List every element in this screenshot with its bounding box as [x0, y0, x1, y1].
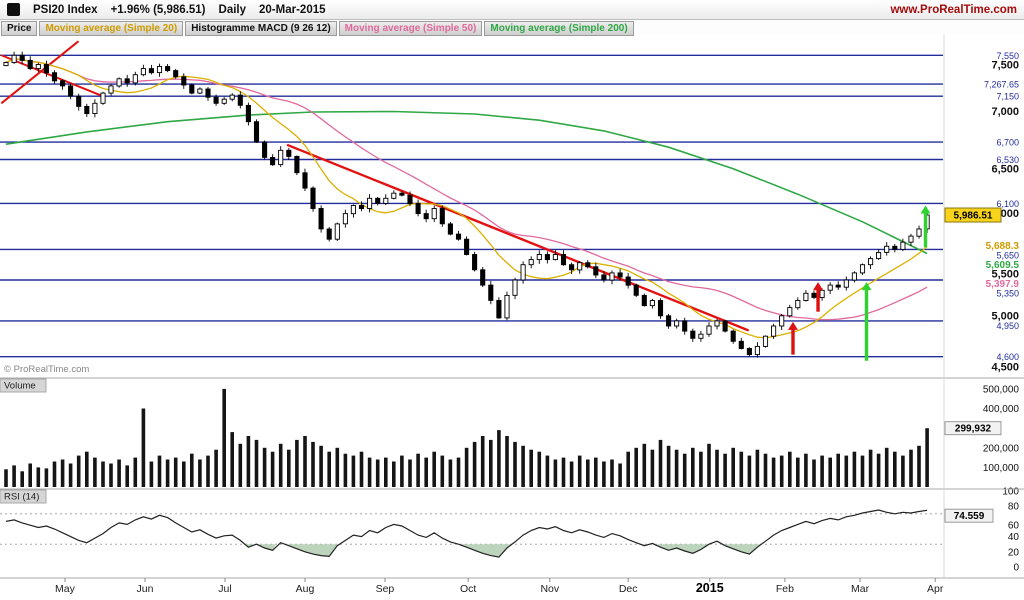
svg-text:2015: 2015 — [696, 581, 724, 595]
ma50-line — [5, 58, 928, 321]
svg-text:5,350: 5,350 — [996, 288, 1019, 298]
svg-text:6,500: 6,500 — [991, 163, 1019, 175]
svg-text:Aug: Aug — [296, 583, 315, 595]
legend-chip-ma200[interactable]: Moving average (Simple 200) — [484, 21, 634, 36]
svg-text:299,932: 299,932 — [955, 424, 992, 435]
svg-text:Dec: Dec — [619, 583, 638, 595]
last-price-tag: 5,986.51 — [944, 207, 1002, 223]
indicator-legend: Price Moving average (Simple 20) Histogr… — [0, 20, 1024, 36]
svg-text:5,650: 5,650 — [996, 250, 1019, 260]
volume-bars — [4, 388, 929, 487]
svg-text:Jun: Jun — [137, 583, 154, 595]
session-date: 20-Mar-2015 — [259, 3, 326, 16]
svg-text:6,700: 6,700 — [996, 138, 1019, 148]
site-link: www.ProRealTime.com — [890, 3, 1017, 16]
legend-chip-ma20[interactable]: Moving average (Simple 20) — [39, 21, 184, 36]
svg-text:4,600: 4,600 — [996, 352, 1019, 362]
svg-text:5,609.5: 5,609.5 — [986, 260, 1020, 271]
svg-text:400,000: 400,000 — [983, 404, 1020, 415]
rsi-line — [5, 509, 928, 558]
trendlines — [0, 40, 749, 332]
svg-text:Mar: Mar — [851, 583, 870, 595]
svg-text:200,000: 200,000 — [983, 443, 1020, 454]
svg-text:7,500: 7,500 — [991, 59, 1019, 71]
svg-text:Volume: Volume — [4, 381, 36, 392]
svg-text:40: 40 — [1008, 532, 1020, 543]
ma200-line — [5, 110, 928, 255]
svg-text:Nov: Nov — [540, 583, 559, 595]
support-resistance-lines — [0, 54, 943, 358]
candles — [3, 51, 930, 358]
svg-text:4,500: 4,500 — [991, 361, 1019, 373]
svg-text:6,100: 6,100 — [996, 199, 1019, 209]
svg-text:5,986.51: 5,986.51 — [954, 211, 993, 222]
rsi-panel-label[interactable]: RSI (14) — [0, 489, 47, 504]
svg-text:7,550: 7,550 — [996, 51, 1019, 61]
svg-text:Sep: Sep — [376, 583, 395, 595]
svg-text:7,000: 7,000 — [991, 106, 1019, 118]
volume-axis: 500,000 400,000 200,000 100,000 299,932 — [944, 384, 1020, 474]
title-bar: PSI20 Index +1.96% (5,986.51) Daily 20-M… — [0, 0, 1024, 20]
svg-text:7,150: 7,150 — [996, 92, 1019, 102]
timeframe-label: Daily — [218, 3, 247, 16]
svg-text:0: 0 — [1013, 563, 1019, 574]
svg-text:Apr: Apr — [927, 583, 944, 595]
svg-text:Jul: Jul — [218, 583, 231, 595]
x-axis-labels: May Jun Jul Aug Sep Oct Nov Dec 2015 Feb Mar Apr — [55, 578, 944, 595]
price-axis: 7,5507,5007,267.657,1507,0006,7006,5306,… — [984, 51, 1019, 374]
svg-text:4,950: 4,950 — [996, 321, 1019, 331]
legend-chip-price[interactable]: Price — [1, 21, 38, 36]
svg-text:Feb: Feb — [776, 583, 794, 595]
panel-dividers — [0, 35, 1024, 579]
svg-text:5,688.3: 5,688.3 — [986, 241, 1020, 252]
svg-text:100,000: 100,000 — [983, 463, 1020, 474]
svg-text:May: May — [55, 583, 76, 595]
svg-text:80: 80 — [1008, 502, 1020, 513]
rsi-guides — [0, 513, 943, 545]
svg-text:Oct: Oct — [460, 583, 476, 595]
svg-text:100: 100 — [1002, 487, 1019, 498]
svg-text:© ProRealTime.com: © ProRealTime.com — [4, 364, 89, 375]
svg-text:74.559: 74.559 — [954, 511, 985, 522]
copyright: © ProRealTime.com — [4, 364, 89, 375]
svg-text:500,000: 500,000 — [983, 384, 1020, 395]
app-icon — [7, 3, 20, 16]
annotation-arrows — [787, 205, 931, 361]
legend-chip-ma50[interactable]: Moving average (Simple 50) — [338, 21, 483, 36]
svg-text:5,000: 5,000 — [991, 310, 1019, 322]
svg-text:RSI (14): RSI (14) — [4, 492, 39, 503]
price-change: +1.96% (5,986.51) — [110, 3, 206, 16]
svg-text:6,530: 6,530 — [996, 155, 1019, 165]
svg-text:7,267.65: 7,267.65 — [984, 80, 1019, 90]
symbol-name: PSI20 Index — [33, 3, 98, 16]
volume-panel-label[interactable]: Volume — [0, 378, 47, 393]
ma20-line — [5, 58, 928, 339]
svg-text:20: 20 — [1008, 547, 1020, 558]
svg-text:60: 60 — [1008, 521, 1020, 532]
svg-text:5,500: 5,500 — [991, 268, 1019, 280]
legend-chip-macd[interactable]: Histogramme MACD (9 26 12) — [185, 21, 337, 36]
svg-text:5,397.9: 5,397.9 — [986, 279, 1020, 290]
